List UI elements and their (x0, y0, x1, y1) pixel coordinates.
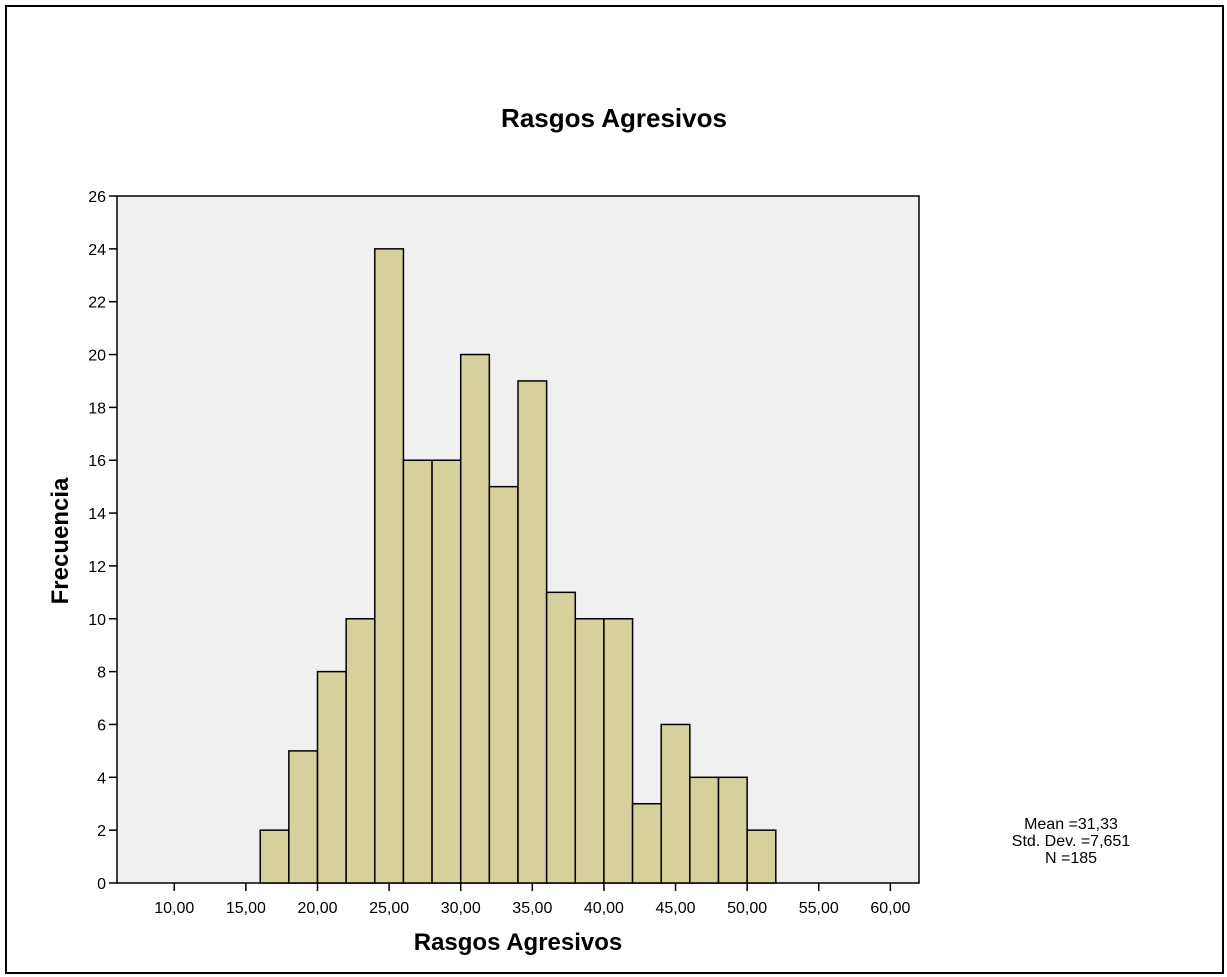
bars-group (259, 248, 777, 884)
y-tick-label: 8 (97, 665, 106, 682)
x-axis: 10,00 15,00 20,00 25,00 30,00 35,00 40,00 45,00… (154, 883, 910, 917)
chart-title: Rasgos Agresivos (501, 103, 727, 133)
stat-std-dev: Std. Dev. =7,651 (1012, 833, 1131, 850)
histogram-bar (660, 723, 691, 884)
y-tick-label: 26 (88, 189, 106, 206)
histogram-bar (459, 353, 491, 884)
x-tick-label: 55,00 (799, 900, 839, 917)
histogram-bar (517, 380, 548, 884)
y-tick-label: 2 (97, 823, 106, 840)
y-tick-label: 22 (88, 295, 106, 312)
y-tick-label: 18 (88, 400, 106, 417)
y-tick-label: 16 (88, 453, 106, 470)
x-tick-label: 25,00 (369, 900, 409, 917)
histogram-bar (259, 829, 290, 884)
histogram-bar (746, 829, 777, 884)
y-tick-label: 4 (97, 770, 106, 787)
y-tick-label: 24 (88, 242, 106, 259)
x-axis-title: Rasgos Agresivos (414, 929, 623, 956)
histogram-bar (345, 618, 376, 884)
x-tick-label: 15,00 (226, 900, 266, 917)
x-tick-label: 40,00 (584, 900, 624, 917)
stats-box: Mean =31,33 Std. Dev. =7,651 N =185 (1012, 816, 1131, 867)
histogram-bar (288, 750, 319, 884)
y-tick-label: 20 (88, 348, 106, 365)
y-tick-label: 12 (88, 559, 106, 576)
histogram-bar (574, 618, 605, 884)
histogram-bar (717, 776, 748, 884)
x-tick-label: 45,00 (656, 900, 696, 917)
histogram-bar (488, 485, 519, 884)
histogram-bar (431, 459, 462, 884)
y-axis-title: Frecuencia (47, 477, 74, 604)
x-tick-label: 35,00 (512, 900, 552, 917)
histogram-bar (689, 776, 720, 884)
y-tick-label: 14 (88, 506, 106, 523)
histogram-bar (402, 459, 433, 884)
stat-n: N =185 (1045, 850, 1097, 867)
y-tick-label: 10 (88, 612, 106, 629)
x-tick-label: 20,00 (297, 900, 337, 917)
y-tick-label: 6 (97, 717, 106, 734)
histogram-bar (374, 248, 405, 884)
y-tick-label: 0 (97, 876, 106, 893)
x-tick-label: 50,00 (727, 900, 767, 917)
x-tick-label: 60,00 (870, 900, 910, 917)
histogram-bar (603, 618, 634, 884)
stat-mean: Mean =31,33 (1024, 816, 1118, 833)
x-tick-label: 30,00 (441, 900, 481, 917)
histogram-bar (316, 670, 347, 884)
x-tick-label: 10,00 (154, 900, 194, 917)
histogram-bar (545, 591, 577, 884)
histogram-bar (631, 802, 662, 884)
